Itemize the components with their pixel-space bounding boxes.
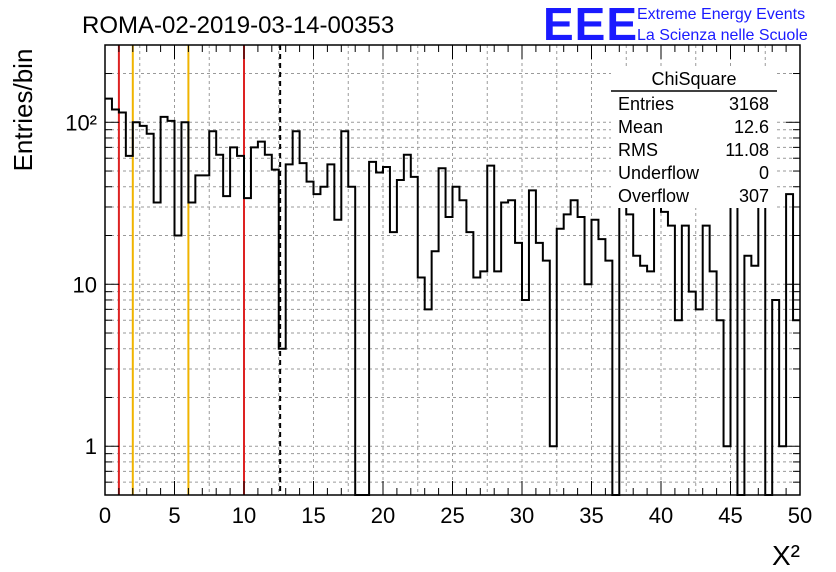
- y-tick-label: 1: [85, 434, 97, 459]
- x-tick-label: 15: [301, 503, 325, 528]
- axis-ticks: 0 5 10 15 20 25 30 35 40 45 50 1 10 10²: [65, 45, 812, 528]
- y-axis-label: Entries/bin: [8, 49, 38, 172]
- x-tick-label: 25: [440, 503, 464, 528]
- eee-logo-letters: EEE: [543, 0, 638, 50]
- logo-line-2: La Scienza nelle Scuole: [637, 27, 808, 44]
- y-tick-label: 10²: [65, 110, 97, 135]
- x-tick-label: 35: [579, 503, 603, 528]
- eee-logo: EEE Extreme Energy Events La Scienza nel…: [543, 0, 808, 50]
- chart-title: ROMA-02-2019-03-14-00353: [82, 12, 394, 39]
- stats-overflow-value: 307: [739, 186, 769, 206]
- x-tick-label: 0: [99, 503, 111, 528]
- stats-box: ChiSquare Entries 3168 Mean 12.6 RMS 11.…: [611, 66, 777, 208]
- reference-lines: [117, 45, 282, 495]
- x-tick-label: 45: [718, 503, 742, 528]
- stats-underflow-label: Underflow: [618, 163, 700, 183]
- x-tick-label: 10: [232, 503, 256, 528]
- x-tick-label: 30: [510, 503, 534, 528]
- stats-underflow-value: 0: [759, 163, 769, 183]
- stats-mean-label: Mean: [618, 117, 663, 137]
- stats-box-title: ChiSquare: [651, 69, 736, 89]
- stats-rms-value: 11.08: [725, 140, 769, 160]
- histogram-series: [105, 97, 800, 496]
- stats-mean-value: 12.6: [734, 117, 769, 137]
- stats-entries-value: 3168: [729, 94, 769, 114]
- stats-entries-label: Entries: [618, 94, 674, 114]
- x-tick-label: 40: [649, 503, 673, 528]
- histogram-line: [105, 97, 800, 496]
- x-tick-label: 50: [788, 503, 812, 528]
- stats-overflow-label: Overflow: [618, 186, 690, 206]
- x-axis-label: X²: [772, 540, 800, 571]
- x-tick-label: 20: [371, 503, 395, 528]
- stats-rms-label: RMS: [618, 140, 658, 160]
- logo-line-1: Extreme Energy Events: [637, 6, 805, 23]
- x-tick-label: 5: [168, 503, 180, 528]
- y-tick-label: 10: [73, 272, 97, 297]
